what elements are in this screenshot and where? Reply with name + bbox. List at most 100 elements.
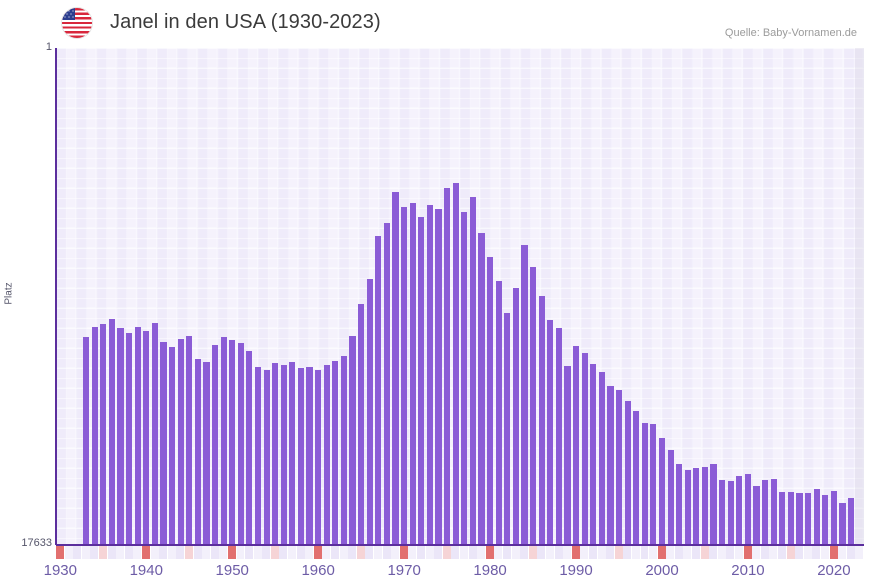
x-axis-tick-cell xyxy=(159,546,168,559)
x-axis-tick-cell xyxy=(184,546,193,559)
x-axis-tick-cell xyxy=(657,546,666,559)
x-axis-tick-cell xyxy=(460,546,468,559)
bar xyxy=(151,323,158,545)
bar xyxy=(418,217,425,545)
bar xyxy=(168,347,176,545)
x-axis-tick-cell xyxy=(339,546,348,559)
x-axis-tick-cell xyxy=(382,546,391,559)
y-axis-bottom-tick: 17633 xyxy=(21,537,52,549)
x-axis-tick-cell xyxy=(692,546,701,559)
bar xyxy=(495,281,502,545)
x-axis-tick-label: 1940 xyxy=(129,562,163,579)
bar xyxy=(701,467,709,545)
bar xyxy=(82,337,90,545)
x-axis-tick-cell xyxy=(150,546,159,559)
x-axis-tick-cell xyxy=(502,546,511,559)
bar xyxy=(229,340,236,545)
bar xyxy=(848,498,855,545)
x-axis-tick-cell xyxy=(520,546,529,559)
bar-series xyxy=(56,48,864,545)
x-axis-tick-cell xyxy=(374,546,383,559)
x-axis-tick-cell xyxy=(674,546,683,559)
x-axis-tick-cell xyxy=(709,546,718,559)
bar xyxy=(779,492,786,545)
flag-canton xyxy=(62,8,75,20)
x-axis-tick-cell xyxy=(434,546,443,559)
x-axis-tick-cell xyxy=(494,546,503,559)
x-axis-tick-cell xyxy=(700,546,709,559)
x-axis-tick-cell xyxy=(760,546,769,559)
us-flag-icon xyxy=(62,8,92,38)
x-axis-tick-cell xyxy=(580,546,589,559)
x-axis-tick-cell xyxy=(296,546,305,559)
x-axis-tick-cell xyxy=(511,546,520,559)
bar xyxy=(727,481,734,545)
bar xyxy=(340,356,348,545)
source-label: Quelle: Baby-Vornamen.de xyxy=(724,27,857,39)
x-axis-tick-cell xyxy=(631,546,640,559)
x-axis-tick-cell xyxy=(846,546,855,559)
y-axis-line xyxy=(55,48,57,545)
y-axis-title: Platz xyxy=(3,282,15,305)
bar xyxy=(796,493,803,545)
x-axis-tick-cell xyxy=(322,546,331,559)
bar xyxy=(366,279,373,545)
x-axis-tick-label: 1960 xyxy=(301,562,335,579)
x-axis-tick-cell xyxy=(485,546,494,559)
bar xyxy=(770,479,777,545)
plot-gridlines xyxy=(56,48,864,545)
bar xyxy=(186,336,193,545)
x-axis-tick-cell xyxy=(821,546,829,559)
bar xyxy=(134,327,141,545)
bar xyxy=(521,245,528,545)
bar xyxy=(435,209,442,545)
bar xyxy=(624,401,631,545)
x-axis-tick-cell xyxy=(167,546,176,559)
x-axis-tick-cell xyxy=(116,546,125,559)
x-axis-tick-cell xyxy=(649,546,658,559)
x-axis-tick-cell xyxy=(588,546,597,559)
x-axis-tick-cell xyxy=(331,546,340,559)
x-axis-tick-cell xyxy=(124,546,133,559)
x-axis-tick-cell xyxy=(537,546,546,559)
bar xyxy=(108,319,115,545)
x-axis-tick-cell xyxy=(726,546,735,559)
x-axis-tick-cell xyxy=(717,546,726,559)
bar xyxy=(822,495,829,545)
bar xyxy=(306,367,313,545)
x-axis-tick-cell xyxy=(554,546,563,559)
x-axis-tick-cell xyxy=(107,546,116,559)
bar xyxy=(383,223,391,545)
x-axis-tick-cell xyxy=(98,546,107,559)
x-axis-tick-cell xyxy=(812,546,821,559)
x-axis-tick-strip xyxy=(56,546,864,559)
x-axis-tick-cell xyxy=(442,546,451,559)
bar xyxy=(719,480,726,545)
x-axis-tick-cell xyxy=(305,546,314,559)
bar xyxy=(762,480,769,545)
x-axis-tick-cell xyxy=(288,546,297,559)
bar xyxy=(143,331,150,545)
x-axis-tick-cell xyxy=(56,546,64,559)
bar xyxy=(469,197,476,545)
x-axis-tick-cell xyxy=(141,546,150,559)
bar xyxy=(813,489,820,545)
x-axis-tick-cell xyxy=(417,546,425,559)
bar xyxy=(323,365,330,545)
bar xyxy=(736,476,743,545)
x-axis-tick-labels: 1930 1940 1950 1960 1970 1980 1990 2000 2010 2020 xyxy=(0,562,873,586)
x-axis-tick-cell xyxy=(451,546,460,559)
plot-area xyxy=(56,48,864,545)
bar xyxy=(332,361,339,545)
bar xyxy=(297,368,305,545)
x-axis-tick-cell xyxy=(253,546,262,559)
bar xyxy=(203,362,210,545)
x-axis-tick-cell xyxy=(666,546,675,559)
x-axis-tick-cell xyxy=(838,546,847,559)
bar xyxy=(177,339,184,545)
bar xyxy=(125,333,133,545)
x-axis-tick-cell xyxy=(468,546,477,559)
x-axis-tick-cell xyxy=(262,546,271,559)
x-axis-tick-label: 1980 xyxy=(473,562,507,579)
x-axis-tick-cell xyxy=(356,546,365,559)
